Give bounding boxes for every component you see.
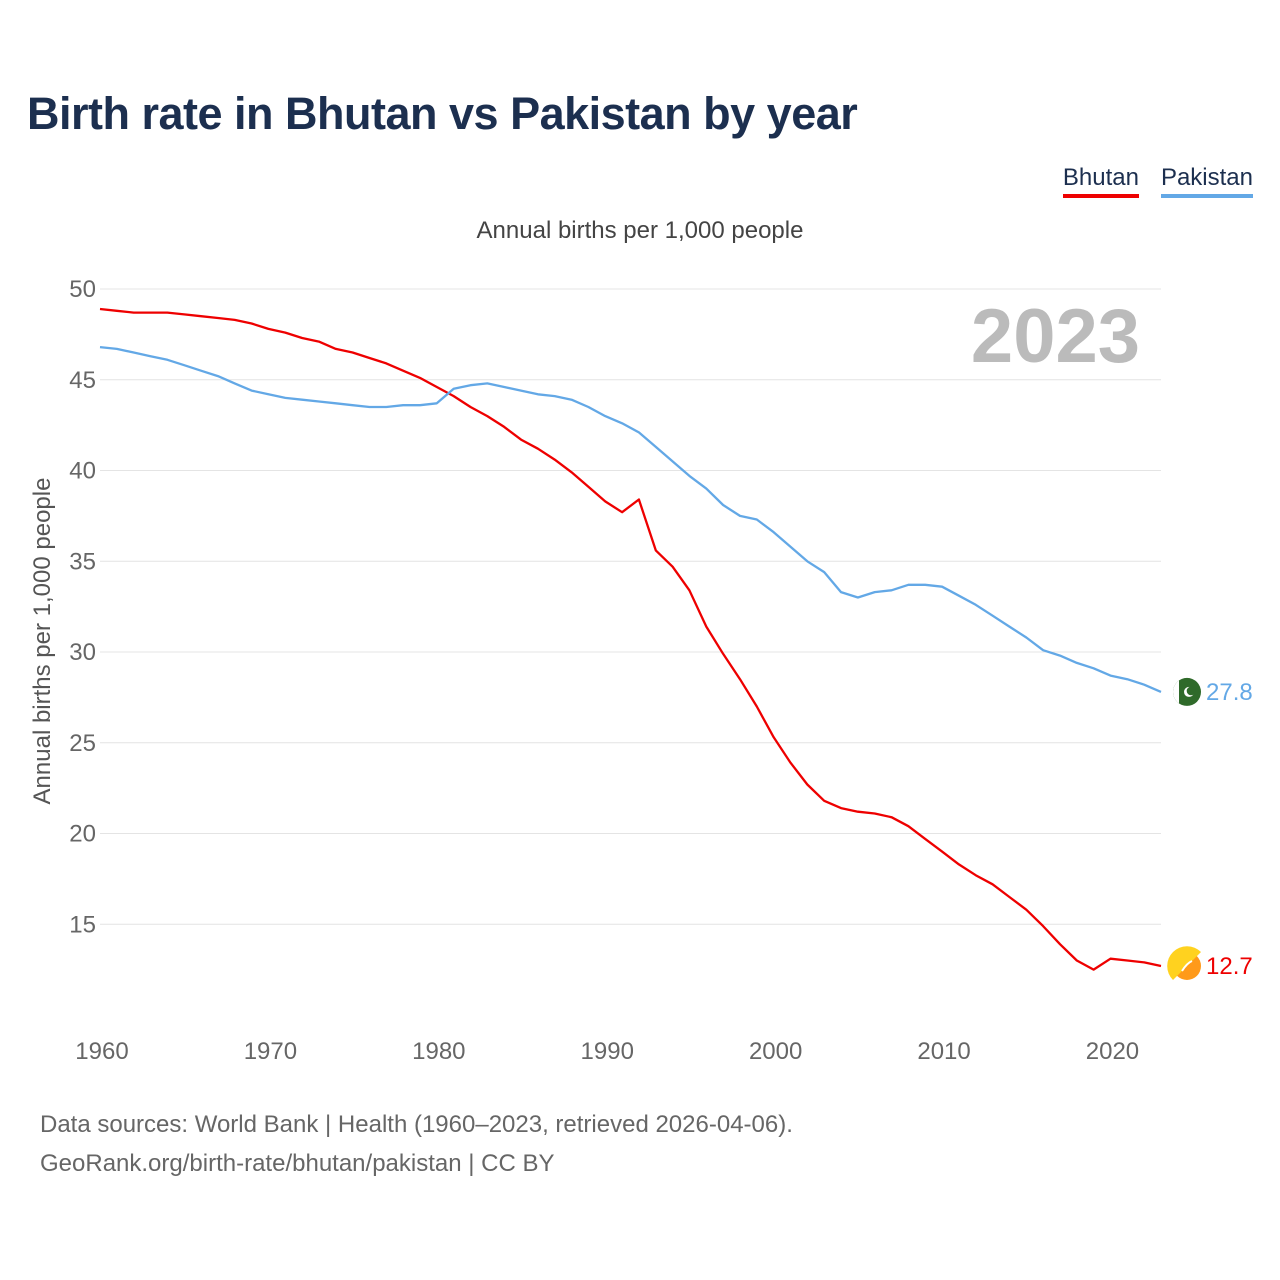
y-tick-label-45: 45 <box>69 367 96 394</box>
end-markers: 12.7 27.8 <box>1167 677 1253 980</box>
bhutan-flag-dragon <box>1181 960 1193 972</box>
y-tick-label-30: 30 <box>69 639 96 666</box>
legend: Bhutan Pakistan <box>1062 164 1253 198</box>
y-tick-label-15: 15 <box>69 911 96 938</box>
chart-subtitle: Annual births per 1,000 people <box>476 217 804 244</box>
pakistan-flag-stripe <box>1173 678 1179 706</box>
x-tick-label-2010: 2010 <box>917 1038 970 1065</box>
y-axis-label: Annual births per 1,000 people <box>29 478 56 805</box>
y-tick-label-35: 35 <box>69 548 96 575</box>
x-tick-label-1990: 1990 <box>581 1038 634 1065</box>
series-lines <box>99 307 1162 971</box>
y-tick-label-20: 20 <box>69 821 96 848</box>
x-tick-label-1960: 1960 <box>75 1038 128 1065</box>
series-line-bhutan <box>99 307 1162 971</box>
y-tick-label-25: 25 <box>69 730 96 757</box>
footer-sources: Data sources: World Bank | Health (1960–… <box>40 1111 793 1138</box>
y-tick-label-50: 50 <box>69 276 96 303</box>
legend-item-pakistan[interactable]: Pakistan <box>1160 164 1253 198</box>
x-tick-label-1980: 1980 <box>412 1038 465 1065</box>
legend-item-bhutan[interactable]: Bhutan <box>1062 164 1139 198</box>
bhutan-flag-yellow <box>1167 946 1201 980</box>
y-tick-label-40: 40 <box>69 458 96 485</box>
chart-title: Birth rate in Bhutan vs Pakistan by year <box>27 88 858 139</box>
x-tick-label-1970: 1970 <box>244 1038 297 1065</box>
pakistan-flag-crescent-inner <box>1186 686 1196 696</box>
end-value-label-bhutan: 12.7 <box>1206 953 1253 980</box>
footer: Data sources: World Bank | Health (1960–… <box>40 1105 793 1183</box>
year-label: 2023 <box>971 294 1140 379</box>
end-value-label-pakistan: 27.8 <box>1206 679 1253 706</box>
x-tick-label-2020: 2020 <box>1086 1038 1139 1065</box>
grid-lines <box>100 288 1161 925</box>
y-axis-ticks: 15 20 25 30 35 40 45 50 <box>69 276 96 938</box>
x-tick-label-2000: 2000 <box>749 1038 802 1065</box>
footer-link[interactable]: GeoRank.org/birth-rate/bhutan/pakistan |… <box>40 1150 555 1177</box>
x-axis-ticks: 1960 1970 1980 1990 2000 2010 2020 <box>75 1038 1139 1065</box>
series-line-pakistan <box>99 345 1162 693</box>
